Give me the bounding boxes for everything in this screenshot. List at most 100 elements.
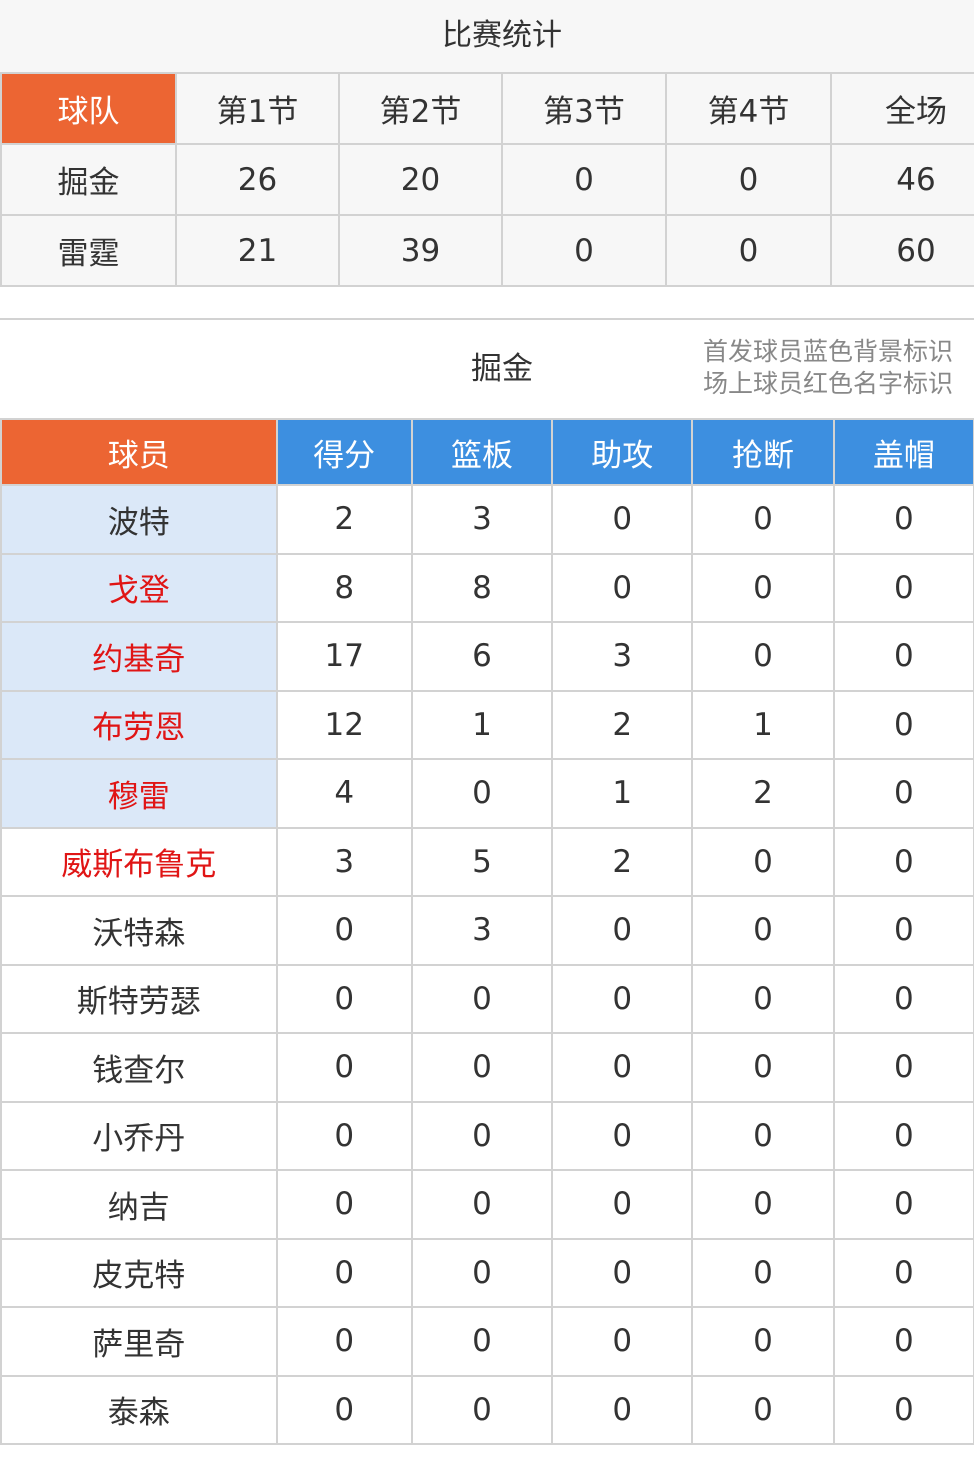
stat-cell: 0 xyxy=(832,1169,974,1240)
stat-cell: 0 xyxy=(832,1374,974,1445)
stat-cell: 0 xyxy=(691,621,835,692)
stat-cell: 0 xyxy=(275,1237,413,1308)
player-name: 戈登 xyxy=(0,552,278,623)
player-row: 钱查尔 0 0 0 0 0 xyxy=(0,1032,974,1103)
stat-cell: 0 xyxy=(832,1237,974,1308)
player-row: 波特 2 3 0 0 0 xyxy=(0,484,974,555)
stat-cell: 0 xyxy=(275,895,413,966)
header-cell: 篮板 xyxy=(410,418,554,486)
score-row: 掘金 26 20 0 0 46 xyxy=(0,143,974,216)
legend-note: 场上球员红色名字标识 xyxy=(703,369,954,398)
legend-note: 首发球员蓝色背景标识 xyxy=(703,337,954,366)
legend-notes: 首发球员蓝色背景标识 场上球员红色名字标识 xyxy=(703,336,953,400)
stat-cell: 0 xyxy=(275,1032,413,1103)
player-row: 穆雷 4 0 1 2 0 xyxy=(0,758,974,829)
team-section: 掘金 首发球员蓝色背景标识 场上球员红色名字标识 xyxy=(0,318,974,420)
stat-cell: 0 xyxy=(832,1032,974,1103)
stat-cell: 0 xyxy=(832,484,974,555)
stat-cell: 1 xyxy=(551,758,694,829)
team-cell: 雷霆 xyxy=(0,214,177,287)
stat-cell: 0 xyxy=(551,895,694,966)
stat-cell: 2 xyxy=(551,826,694,897)
score-cell: 0 xyxy=(501,214,667,287)
stat-cell: 8 xyxy=(275,552,413,623)
player-name: 斯特劳瑟 xyxy=(0,963,278,1034)
stat-cell: 17 xyxy=(275,621,413,692)
stat-cell: 1 xyxy=(691,689,835,760)
stat-cell: 0 xyxy=(410,1169,554,1240)
player-name: 威斯布鲁克 xyxy=(0,826,278,897)
player-row: 戈登 8 8 0 0 0 xyxy=(0,552,974,623)
stat-cell: 0 xyxy=(691,1237,835,1308)
stat-cell: 3 xyxy=(551,621,694,692)
stat-cell: 0 xyxy=(832,689,974,760)
header-cell: 第4节 xyxy=(665,72,832,145)
score-cell: 20 xyxy=(338,143,503,216)
stat-cell: 0 xyxy=(691,1306,835,1377)
stat-cell: 0 xyxy=(832,826,974,897)
stat-cell: 0 xyxy=(410,1100,554,1171)
stat-cell: 0 xyxy=(691,1169,835,1240)
stat-cell: 0 xyxy=(832,552,974,623)
team-name: 掘金 xyxy=(471,351,533,387)
stat-cell: 0 xyxy=(275,1169,413,1240)
stat-cell: 0 xyxy=(551,963,694,1034)
player-row: 斯特劳瑟 0 0 0 0 0 xyxy=(0,963,974,1034)
stat-cell: 0 xyxy=(275,1374,413,1445)
stat-cell: 0 xyxy=(275,1306,413,1377)
stat-cell: 0 xyxy=(410,1306,554,1377)
stat-cell: 8 xyxy=(410,552,554,623)
player-row: 小乔丹 0 0 0 0 0 xyxy=(0,1100,974,1171)
score-cell: 0 xyxy=(665,214,832,287)
player-name: 钱查尔 xyxy=(0,1032,278,1103)
player-row: 约基奇 17 6 3 0 0 xyxy=(0,621,974,692)
player-name: 小乔丹 xyxy=(0,1100,278,1171)
stat-cell: 0 xyxy=(691,963,835,1034)
player-name: 皮克特 xyxy=(0,1237,278,1308)
stat-cell: 0 xyxy=(691,1032,835,1103)
page-title: 比赛统计 xyxy=(0,0,974,72)
player-name: 约基奇 xyxy=(0,621,278,692)
stat-cell: 0 xyxy=(691,484,835,555)
score-cell: 39 xyxy=(338,214,503,287)
stat-cell: 1 xyxy=(410,689,554,760)
stat-cell: 0 xyxy=(551,1032,694,1103)
score-cell: 0 xyxy=(501,143,667,216)
team-cell: 掘金 xyxy=(0,143,177,216)
header-cell: 球队 xyxy=(0,72,177,145)
player-row: 威斯布鲁克 3 5 2 0 0 xyxy=(0,826,974,897)
stat-cell: 0 xyxy=(691,826,835,897)
player-row: 布劳恩 12 1 2 1 0 xyxy=(0,689,974,760)
stat-cell: 6 xyxy=(410,621,554,692)
player-name: 穆雷 xyxy=(0,758,278,829)
player-row: 皮克特 0 0 0 0 0 xyxy=(0,1237,974,1308)
score-cell: 46 xyxy=(830,143,974,216)
score-cell: 0 xyxy=(665,143,832,216)
score-table: 球队 第1节 第2节 第3节 第4节 全场 掘金 26 20 0 0 46 雷霆 21 39 0 0 60 xyxy=(0,72,974,287)
stat-cell: 0 xyxy=(691,1374,835,1445)
stat-cell: 0 xyxy=(691,895,835,966)
score-row: 雷霆 21 39 0 0 60 xyxy=(0,214,974,287)
header-cell: 第3节 xyxy=(501,72,667,145)
player-name: 沃特森 xyxy=(0,895,278,966)
stat-cell: 3 xyxy=(410,484,554,555)
stat-cell: 0 xyxy=(275,963,413,1034)
stat-cell: 0 xyxy=(832,758,974,829)
stat-cell: 12 xyxy=(275,689,413,760)
player-row: 泰森 0 0 0 0 0 xyxy=(0,1374,974,1445)
header-cell: 抢断 xyxy=(691,418,835,486)
stat-cell: 2 xyxy=(275,484,413,555)
stat-cell: 0 xyxy=(832,895,974,966)
header-row: 球员 得分 篮板 助攻 抢断 盖帽 xyxy=(0,418,974,486)
header-cell: 第1节 xyxy=(175,72,340,145)
stat-cell: 0 xyxy=(275,1100,413,1171)
stat-cell: 0 xyxy=(551,1374,694,1445)
header-cell: 盖帽 xyxy=(832,418,974,486)
player-row: 沃特森 0 3 0 0 0 xyxy=(0,895,974,966)
score-cell: 60 xyxy=(830,214,974,287)
stat-cell: 0 xyxy=(410,758,554,829)
score-cell: 26 xyxy=(175,143,340,216)
player-row: 纳吉 0 0 0 0 0 xyxy=(0,1169,974,1240)
stat-cell: 0 xyxy=(551,552,694,623)
